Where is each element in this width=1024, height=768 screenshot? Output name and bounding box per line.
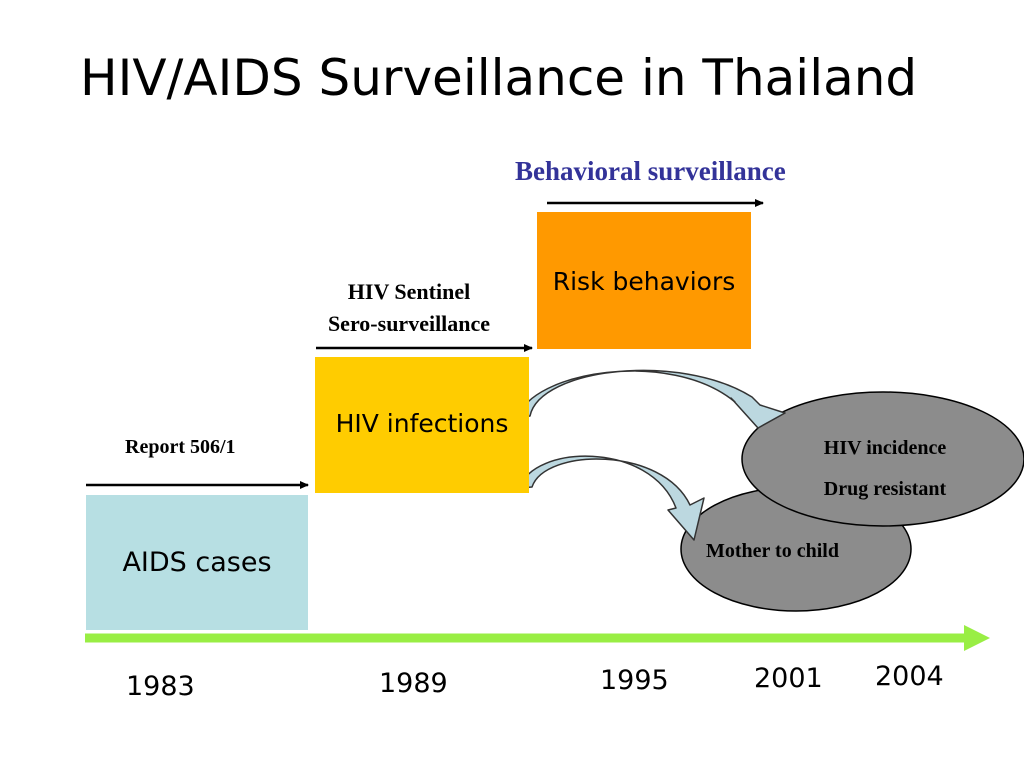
hiv-incidence-oval [741,391,1024,527]
year-2001: 2001 [754,663,823,694]
year-2004: 2004 [875,661,944,692]
curved-arrow-to-mtct [519,455,705,541]
hiv-sentinel-caption: HIV Sentinel Sero-surveillance [300,276,518,340]
hiv-sentinel-line1: HIV Sentinel [347,279,471,304]
timeline-arrowhead [964,625,990,651]
mother-to-child-label: Mother to child [706,540,839,562]
aids-cases-box: AIDS cases [86,495,308,630]
hiv-infections-label: HIV infections [335,409,509,438]
hiv-infections-box: HIV infections [315,357,529,493]
curved-arrow-to-incidence [517,369,786,429]
behavioral-surveillance-caption: Behavioral surveillance [515,156,786,186]
page-title: HIV/AIDS Surveillance in Thailand [80,49,918,107]
year-1989: 1989 [379,668,448,699]
risk-behaviors-label: Risk behaviors [552,267,736,296]
drug-resistant-line2: Drug resistant [823,478,947,500]
aids-cases-label: AIDS cases [122,547,272,578]
report-506-caption: Report 506/1 [125,436,236,458]
year-1995: 1995 [600,665,669,696]
risk-behaviors-box: Risk behaviors [537,212,751,349]
hiv-incidence-label: HIV incidence Drug resistant [790,428,980,510]
hiv-sentinel-line2: Sero-surveillance [327,311,491,336]
hiv-incidence-line1: HIV incidence [823,437,947,459]
year-1983: 1983 [126,671,195,702]
